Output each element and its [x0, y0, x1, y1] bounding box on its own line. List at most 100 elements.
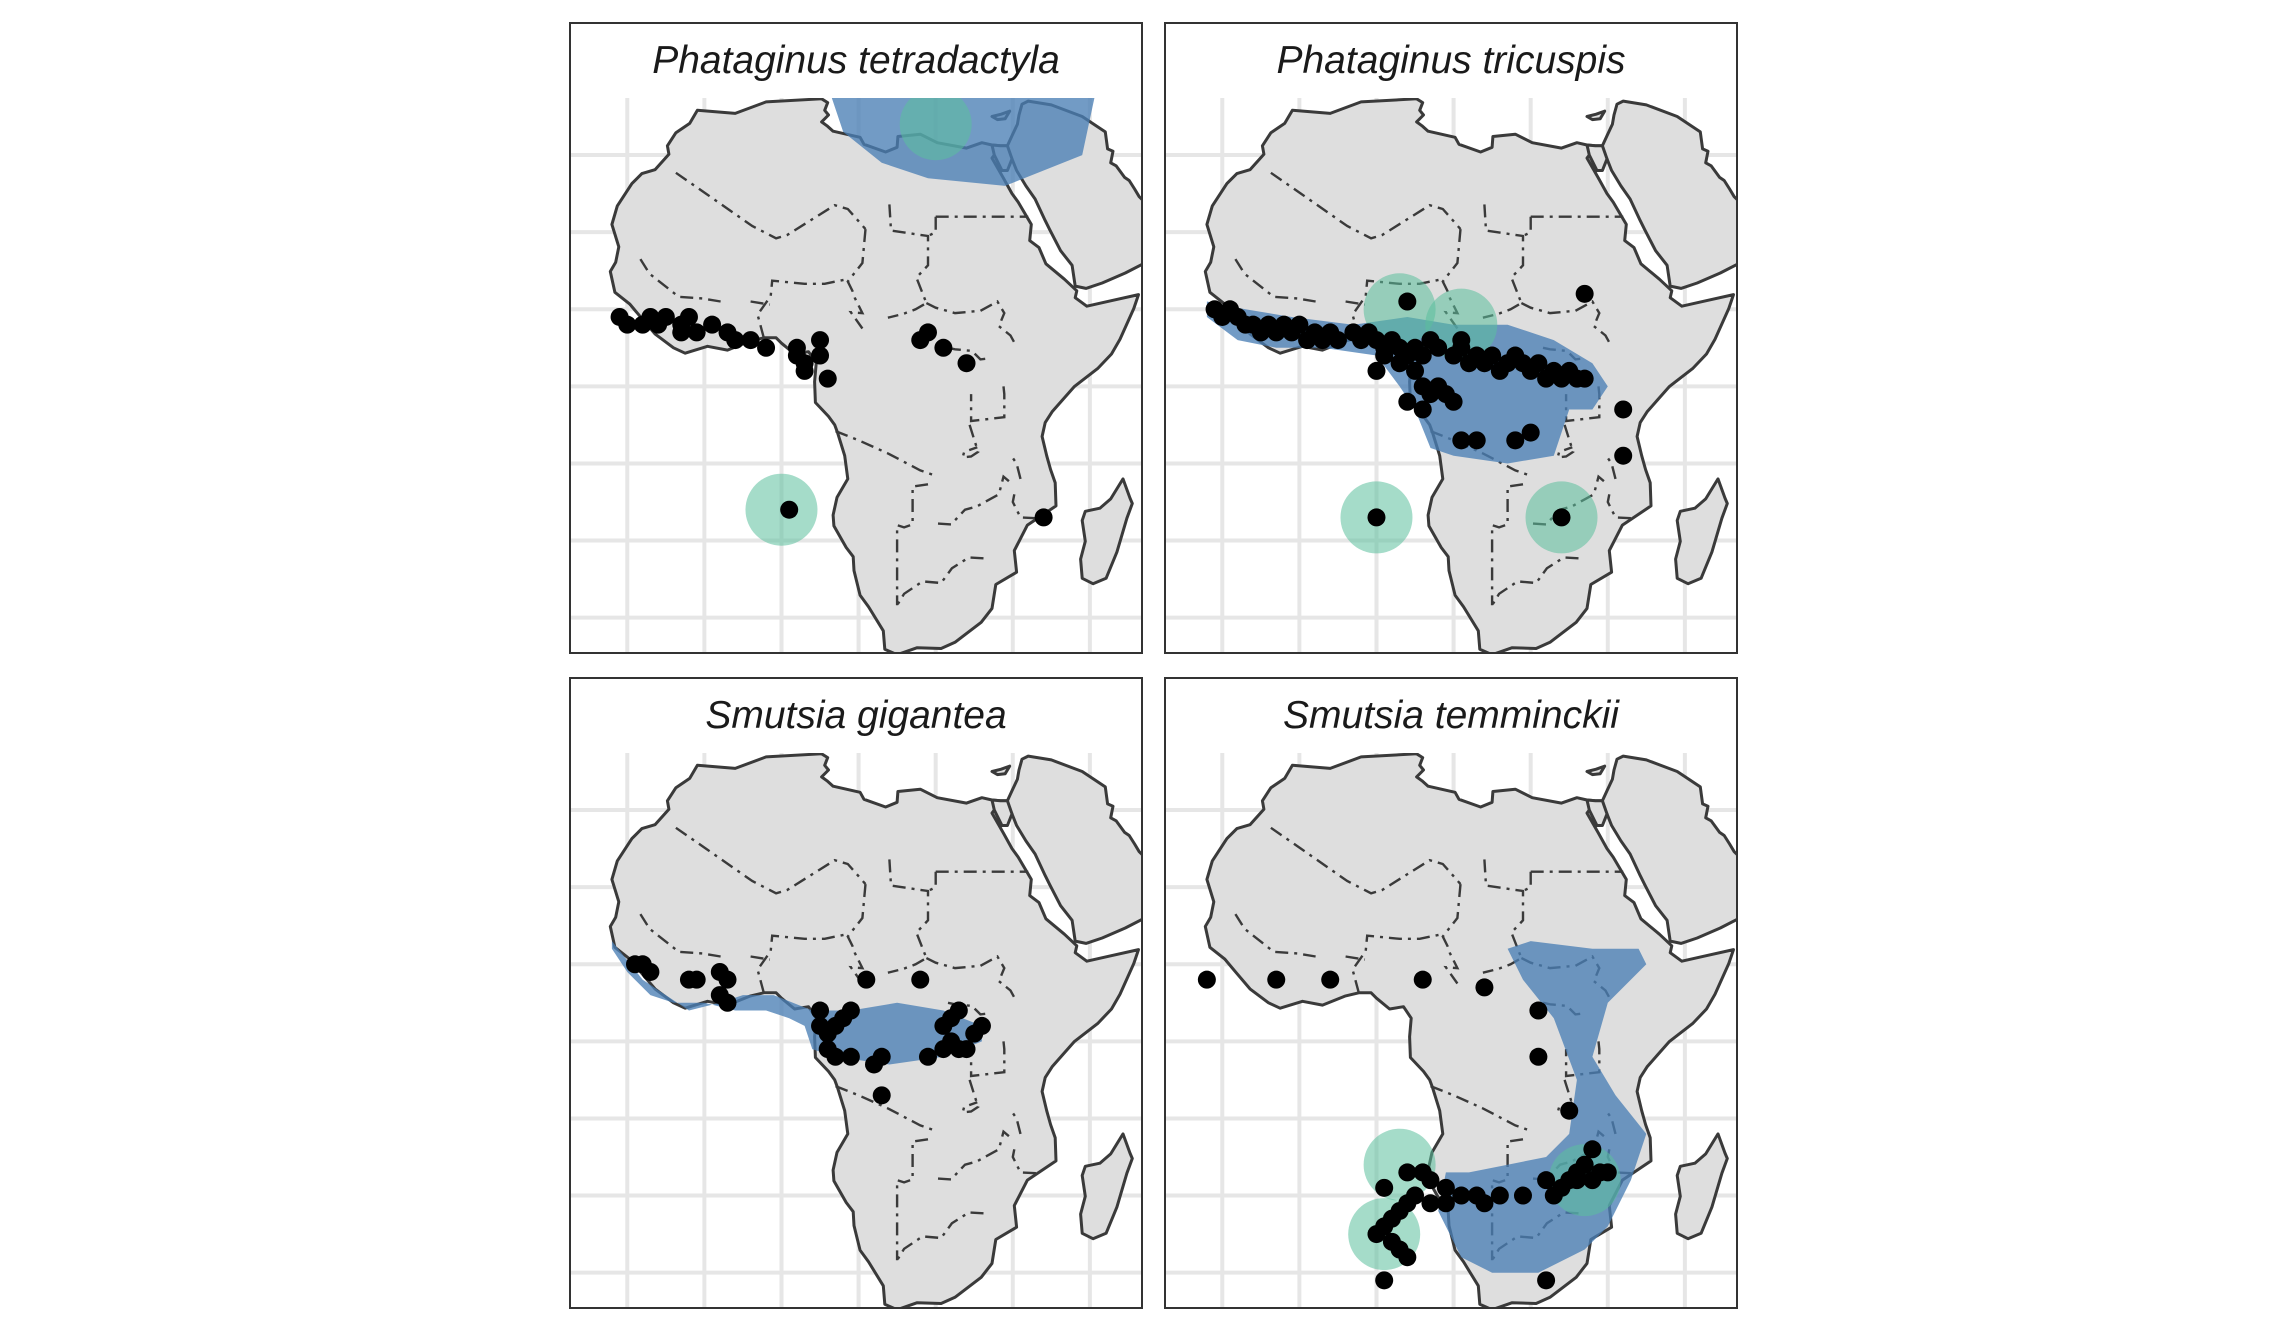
- occurrence-point: [1529, 1001, 1548, 1020]
- country-border: [835, 429, 937, 477]
- country-border: [756, 278, 848, 339]
- occurrence-point: [1398, 292, 1417, 311]
- cyprus-island: [1585, 109, 1607, 122]
- occurrence-point: [811, 346, 830, 365]
- occurrence-point: [1529, 354, 1548, 373]
- madagascar-island: [1674, 1132, 1729, 1241]
- country-border: [887, 859, 930, 974]
- map-panel: [569, 753, 1143, 1309]
- country-border: [1482, 859, 1525, 974]
- occurrence-point: [1560, 1101, 1579, 1120]
- occurrence-point: [780, 500, 799, 519]
- facet-panel-4: Smutsia temminckii: [1164, 677, 1738, 1309]
- occurrence-point: [1490, 1186, 1509, 1205]
- occurrence-point: [1413, 346, 1432, 365]
- occurrence-point: [1537, 1271, 1556, 1290]
- occurrence-point: [1267, 970, 1286, 989]
- occurrence-point: [1321, 970, 1340, 989]
- occurrence-points: [610, 307, 1053, 527]
- country-border: [639, 258, 721, 303]
- country-border: [1351, 933, 1443, 994]
- occurrence-point: [1483, 346, 1502, 365]
- country-border: [675, 826, 867, 895]
- occurrence-point: [618, 315, 637, 334]
- occurrence-point: [872, 1086, 891, 1105]
- country-border: [1605, 455, 1617, 480]
- occurrence-point: [1421, 1194, 1440, 1213]
- country-border: [1345, 955, 1366, 961]
- cyprus-island: [990, 764, 1012, 777]
- occurrence-point: [1467, 1186, 1486, 1205]
- occurrence-point: [718, 970, 737, 989]
- occurrence-point: [1452, 1186, 1471, 1205]
- occurrence-point: [1467, 431, 1486, 450]
- occurrence-points: [1205, 284, 1633, 527]
- map-panel: [569, 98, 1143, 654]
- country-border: [1270, 171, 1462, 240]
- country-border: [1522, 216, 1532, 238]
- facet-strip: Smutsia gigantea: [569, 677, 1143, 755]
- arabian-peninsula: [1600, 754, 1736, 945]
- occurrence-point: [1429, 338, 1448, 357]
- occurrence-point: [957, 1040, 976, 1059]
- africa-map: [571, 98, 1141, 652]
- country-border: [947, 1001, 987, 1016]
- occurrence-point: [949, 1001, 968, 1020]
- occurrence-point: [1034, 508, 1053, 527]
- occurrence-point: [1375, 1178, 1394, 1197]
- country-border: [1490, 483, 1524, 606]
- country-border: [961, 424, 980, 459]
- country-border: [1522, 871, 1532, 893]
- sinai-peninsula: [1585, 143, 1609, 172]
- facet-title: Phataginus tricuspis: [1276, 39, 1626, 82]
- country-border: [756, 933, 848, 994]
- country-border: [1270, 826, 1462, 895]
- occurrence-point: [918, 1047, 937, 1066]
- occurrence-point: [1529, 1047, 1548, 1066]
- africa-map: [1166, 98, 1736, 652]
- occurrence-point: [1375, 1271, 1394, 1290]
- country-border: [1556, 424, 1575, 459]
- occurrence-point: [911, 970, 930, 989]
- occurrence-point: [1583, 1140, 1602, 1159]
- occurrence-point: [1614, 400, 1633, 419]
- occurrence-point: [1421, 1171, 1440, 1190]
- occurrence-point: [679, 307, 698, 326]
- occurrence-point: [1575, 284, 1594, 303]
- country-border: [750, 300, 771, 306]
- country-border: [1532, 474, 1605, 526]
- africa-map: [571, 753, 1141, 1307]
- occurrence-point: [1367, 508, 1386, 527]
- occurrence-point: [1197, 970, 1216, 989]
- country-border: [1234, 258, 1316, 303]
- occurrence-point: [872, 1047, 891, 1066]
- country-border: [675, 171, 867, 240]
- country-border: [1482, 204, 1525, 319]
- map-panel: [1164, 753, 1738, 1309]
- country-borders: [639, 826, 1036, 1261]
- country-border: [937, 474, 1010, 526]
- sinai-peninsula: [990, 798, 1014, 827]
- cyprus-island: [1585, 764, 1607, 777]
- country-border: [1345, 300, 1366, 306]
- map-panel: [1164, 98, 1738, 654]
- facet-panel-2: Phataginus tricuspis: [1164, 22, 1738, 654]
- country-border: [846, 228, 867, 330]
- occurrence-point: [818, 369, 837, 388]
- country-border: [895, 483, 929, 606]
- buffer-circle: [1363, 273, 1436, 346]
- occurrence-point: [1552, 508, 1571, 527]
- occurrence-point: [757, 338, 776, 357]
- country-border: [887, 204, 930, 319]
- country-border: [896, 556, 984, 606]
- facet-title: Smutsia gigantea: [705, 694, 1007, 737]
- occurrence-point: [1436, 1178, 1455, 1197]
- madagascar-island: [1674, 477, 1729, 586]
- occurrence-point: [1390, 354, 1409, 373]
- occurrence-point: [841, 1047, 860, 1066]
- country-border: [639, 913, 721, 958]
- occurrence-point: [1375, 346, 1394, 365]
- facet-title: Phataginus tetradactyla: [652, 39, 1060, 82]
- occurrence-point: [1413, 970, 1432, 989]
- occurrence-points: [625, 955, 991, 1105]
